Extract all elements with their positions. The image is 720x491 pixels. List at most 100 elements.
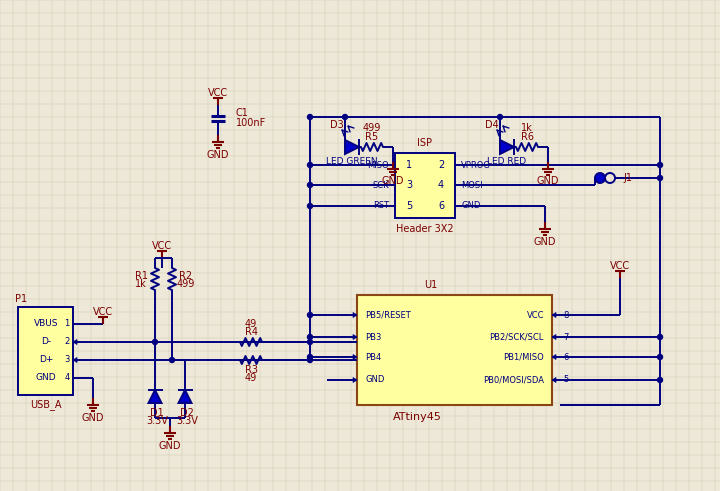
Text: GND: GND [207, 150, 229, 160]
Text: GND: GND [534, 237, 557, 247]
Text: D1: D1 [150, 408, 164, 417]
Text: 2: 2 [438, 160, 444, 170]
Polygon shape [353, 378, 357, 382]
Text: PB3: PB3 [365, 332, 382, 342]
Text: 4: 4 [438, 180, 444, 190]
Circle shape [169, 357, 174, 362]
Circle shape [657, 334, 662, 339]
Text: RST: RST [373, 201, 389, 211]
Circle shape [307, 163, 312, 167]
Circle shape [657, 355, 662, 359]
FancyBboxPatch shape [395, 153, 455, 218]
Text: 1k: 1k [135, 279, 147, 289]
Text: 6: 6 [438, 201, 444, 211]
Text: 7: 7 [563, 332, 569, 342]
Circle shape [307, 203, 312, 209]
Polygon shape [500, 140, 514, 154]
FancyBboxPatch shape [18, 307, 73, 395]
Text: PB0/MOSI/SDA: PB0/MOSI/SDA [483, 376, 544, 384]
Text: 1k: 1k [521, 123, 533, 133]
Text: SCK: SCK [372, 181, 389, 190]
Text: MOSI: MOSI [461, 181, 482, 190]
Text: GND: GND [536, 176, 559, 186]
Text: 8: 8 [563, 310, 569, 320]
Circle shape [307, 357, 312, 362]
Circle shape [307, 334, 312, 339]
Text: GND: GND [382, 176, 404, 186]
Text: R3: R3 [245, 365, 258, 375]
Text: PB1/MISO: PB1/MISO [503, 353, 544, 361]
Text: R5: R5 [366, 132, 379, 142]
Text: 3: 3 [406, 180, 412, 190]
Text: C1: C1 [236, 108, 249, 118]
Text: VCC: VCC [152, 241, 172, 251]
Text: GND: GND [36, 374, 56, 382]
Text: VCC: VCC [526, 310, 544, 320]
Text: GND: GND [461, 201, 480, 211]
Text: PB5/RESET: PB5/RESET [365, 310, 410, 320]
Circle shape [307, 339, 312, 345]
Text: GND: GND [365, 376, 384, 384]
Circle shape [343, 114, 348, 119]
Polygon shape [552, 355, 556, 359]
Circle shape [498, 114, 503, 119]
Text: D2: D2 [180, 408, 194, 417]
Circle shape [307, 183, 312, 188]
Polygon shape [345, 140, 359, 154]
Text: D4: D4 [485, 120, 499, 130]
Text: ATtiny45: ATtiny45 [392, 412, 441, 422]
Text: R6: R6 [521, 132, 534, 142]
Text: 2: 2 [64, 337, 70, 347]
Text: 1: 1 [406, 160, 412, 170]
Text: R1: R1 [135, 271, 148, 281]
Text: MISO: MISO [367, 161, 389, 169]
Text: P1: P1 [15, 294, 27, 304]
Text: GND: GND [82, 413, 104, 423]
Text: 3.3V: 3.3V [176, 415, 198, 426]
Text: R2: R2 [179, 271, 192, 281]
Text: J1: J1 [623, 173, 632, 183]
Text: 49: 49 [245, 319, 257, 329]
Text: LED RED: LED RED [487, 157, 526, 165]
Text: 100nF: 100nF [236, 118, 266, 128]
Circle shape [153, 339, 158, 345]
Circle shape [307, 355, 312, 359]
Text: ISP: ISP [418, 138, 433, 148]
Text: 5: 5 [406, 201, 412, 211]
Text: GND: GND [158, 441, 181, 451]
Text: VCC: VCC [610, 261, 630, 271]
Polygon shape [353, 334, 357, 339]
Circle shape [307, 114, 312, 119]
Text: 6: 6 [563, 353, 569, 361]
Circle shape [307, 312, 312, 318]
Text: USB_A: USB_A [30, 400, 62, 410]
Polygon shape [148, 390, 161, 403]
Polygon shape [353, 312, 357, 318]
Text: 3: 3 [64, 355, 70, 364]
Text: Header 3X2: Header 3X2 [396, 224, 454, 234]
Text: 499: 499 [177, 279, 195, 289]
FancyBboxPatch shape [357, 295, 552, 405]
Text: 5: 5 [563, 376, 569, 384]
Circle shape [595, 173, 605, 183]
Polygon shape [179, 390, 192, 403]
Circle shape [657, 175, 662, 181]
Polygon shape [73, 357, 77, 362]
Text: 4: 4 [64, 374, 70, 382]
Text: 49: 49 [245, 373, 257, 383]
Text: D-: D- [41, 337, 51, 347]
Text: PB2/SCK/SCL: PB2/SCK/SCL [490, 332, 544, 342]
Text: VCC: VCC [208, 88, 228, 98]
Circle shape [657, 163, 662, 167]
Text: VCC: VCC [93, 307, 113, 317]
Polygon shape [552, 334, 556, 339]
Text: PB4: PB4 [365, 353, 382, 361]
Text: U1: U1 [425, 280, 438, 290]
Circle shape [657, 378, 662, 382]
Text: D+: D+ [39, 355, 53, 364]
Text: VBUS: VBUS [34, 320, 58, 328]
Text: 3.3V: 3.3V [146, 415, 168, 426]
Text: 1: 1 [64, 320, 70, 328]
Polygon shape [552, 312, 556, 318]
Text: LED GREEN: LED GREEN [326, 157, 378, 165]
